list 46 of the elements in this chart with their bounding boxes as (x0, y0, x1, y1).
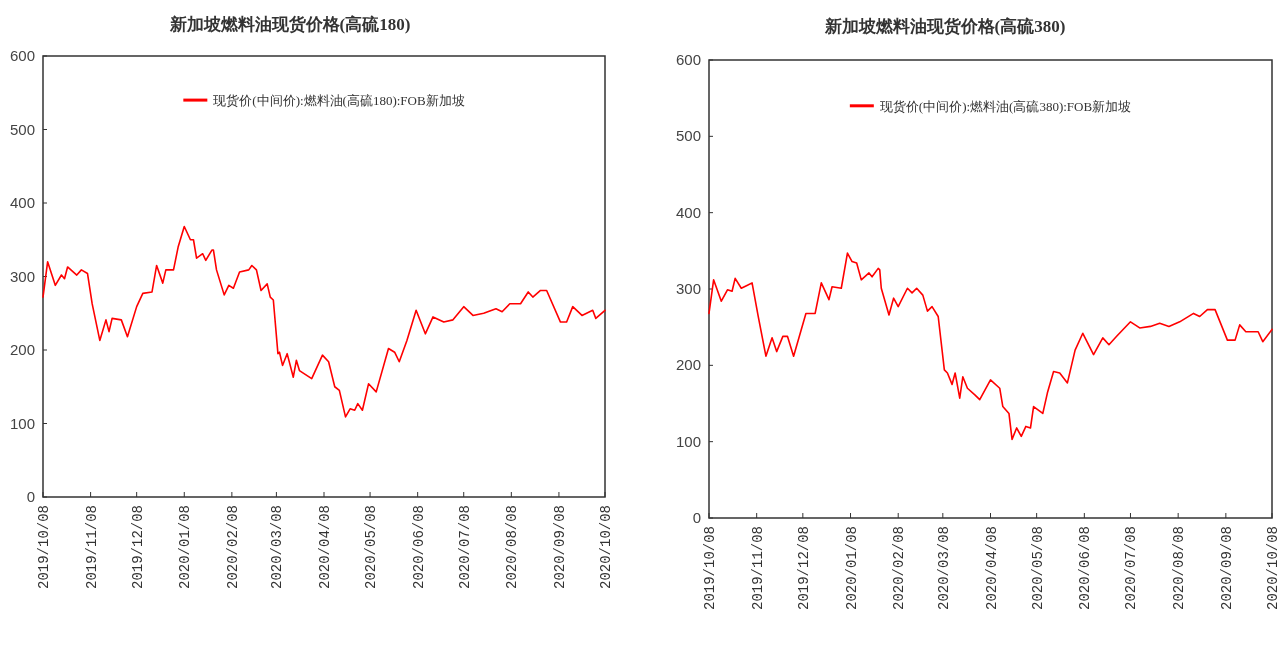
x-tick-label: 2020/09/08 (1218, 526, 1235, 611)
x-tick-label: 2019/11/08 (749, 526, 766, 611)
y-tick-label: 0 (26, 488, 35, 505)
x-tick-label: 2019/12/08 (129, 505, 146, 590)
y-tick-label: 500 (675, 127, 701, 145)
y-tick-label: 200 (675, 356, 701, 374)
y-tick-label: 400 (675, 203, 701, 221)
y-tick-label: 600 (9, 47, 35, 64)
y-tick-label: 200 (9, 341, 35, 358)
x-tick-label: 2020/08/08 (504, 505, 521, 590)
x-tick-label: 2019/12/08 (795, 526, 812, 611)
x-tick-label: 2020/06/08 (410, 505, 427, 590)
y-tick-label: 500 (9, 120, 35, 138)
x-tick-label: 2020/04/08 (317, 505, 333, 590)
y-tick-label: 300 (675, 280, 701, 297)
x-tick-label: 2019/11/08 (83, 505, 100, 590)
x-tick-label: 2020/02/08 (891, 526, 908, 611)
x-tick-label: 2020/07/08 (456, 505, 473, 590)
y-tick-label: 100 (675, 432, 701, 450)
x-tick-label: 2020/03/08 (935, 526, 952, 611)
line-series (42, 225, 606, 418)
y-tick-label: 300 (9, 267, 35, 285)
x-tick-label: 2020/05/08 (1029, 526, 1046, 611)
x-tick-label: 2020/08/08 (1171, 526, 1188, 611)
x-tick-label: 2020/07/08 (1123, 526, 1140, 611)
line-series (708, 252, 1273, 441)
x-tick-label: 2020/02/08 (224, 505, 241, 590)
x-tick-label: 2020/05/08 (363, 505, 380, 590)
x-tick-label: 2020/10/08 (1265, 526, 1281, 611)
chart-title: 新加坡燃料油现货价格(高硫380) (823, 17, 1066, 36)
x-tick-label: 2020/10/08 (598, 505, 614, 590)
x-tick-label: 2019/10/08 (36, 505, 52, 590)
x-tick-label: 2020/03/08 (269, 505, 286, 590)
x-tick-label: 2019/10/08 (702, 526, 718, 611)
x-tick-label: 2020/06/08 (1077, 526, 1094, 611)
y-tick-label: 0 (692, 509, 701, 526)
legend-label: 现货价(中间价):燃料油(高硫380):FOB新加坡 (879, 98, 1132, 114)
chart-title: 新加坡燃料油现货价格(高硫180) (168, 15, 411, 34)
x-tick-label: 2020/04/08 (983, 526, 1000, 611)
x-tick-label: 2020/09/08 (551, 505, 568, 590)
y-tick-label: 600 (675, 51, 701, 68)
y-tick-label: 400 (9, 194, 35, 211)
x-tick-label: 2020/01/08 (177, 505, 194, 590)
y-tick-label: 100 (9, 414, 35, 432)
x-tick-label: 2020/01/08 (843, 526, 860, 611)
legend-label: 现货价(中间价):燃料油(高硫180):FOB新加坡 (213, 93, 465, 109)
